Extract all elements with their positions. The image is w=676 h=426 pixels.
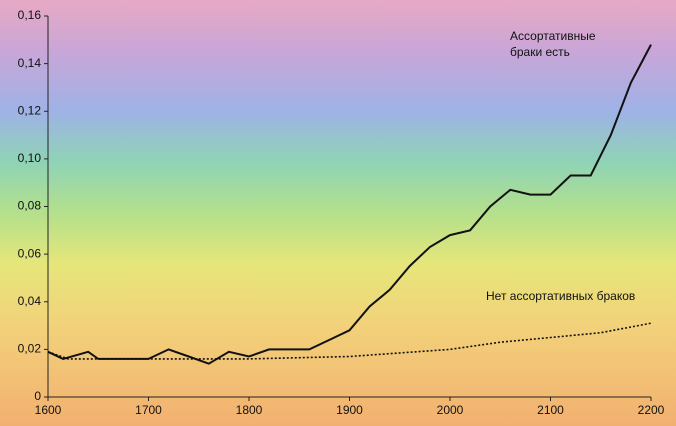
x-tick-label: 1600 — [35, 403, 62, 417]
x-tick-label: 1700 — [135, 403, 162, 417]
x-tick-label: 2200 — [638, 403, 665, 417]
y-tick-label: 0,08 — [18, 199, 42, 213]
y-tick-label: 0,04 — [18, 294, 42, 308]
y-tick-label: 0,12 — [18, 103, 42, 117]
y-tick-label: 0 — [34, 389, 41, 403]
series-label: Нет ассортативных браков — [486, 288, 646, 304]
y-tick-label: 0,02 — [18, 342, 42, 356]
x-tick-label: 2000 — [437, 403, 464, 417]
y-tick-label: 0,16 — [18, 8, 42, 22]
y-tick-label: 0,14 — [18, 56, 42, 70]
screenshot: 0 0,02 0,04 0,06 0,08 0,10 0,12 0,14 0,16 1600 170… — [0, 0, 676, 426]
line-series — [48, 323, 651, 359]
x-tick-label: 1800 — [236, 403, 263, 417]
line-series — [48, 45, 651, 364]
chart: 0 0,02 0,04 0,06 0,08 0,10 0,12 0,14 0,16 1600 170… — [0, 0, 676, 426]
x-tick-label: 1900 — [336, 403, 363, 417]
y-tick-label: 0,10 — [18, 151, 42, 165]
x-tick-label: 2100 — [537, 403, 564, 417]
y-tick-label: 0,06 — [18, 246, 42, 260]
series-label: Ассортативные браки есть — [510, 28, 630, 60]
